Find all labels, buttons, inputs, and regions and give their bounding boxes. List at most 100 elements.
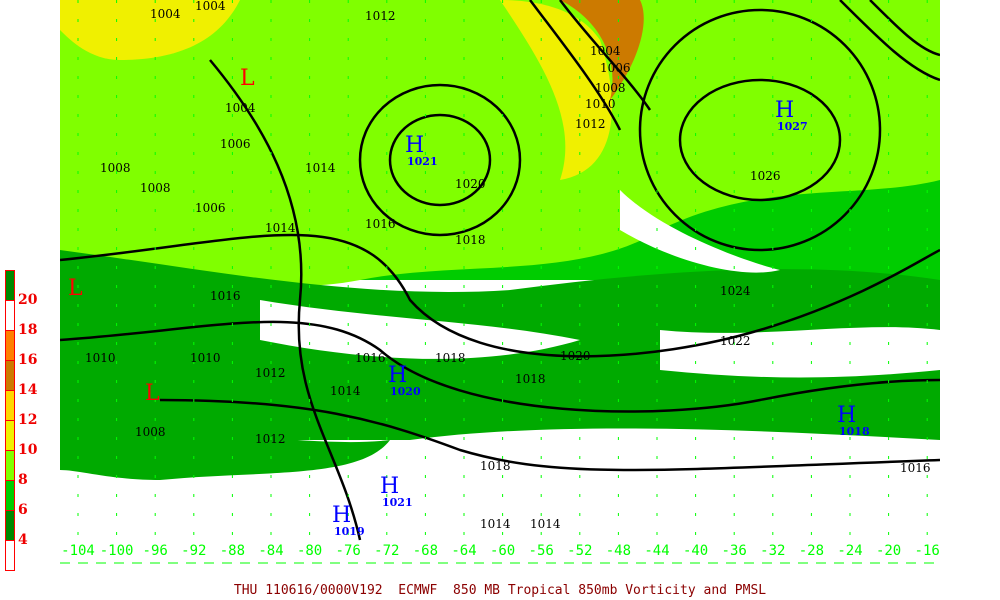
longitude-label: -80 (297, 543, 322, 559)
pressure-contour-label: 1014 (305, 161, 336, 175)
pressure-contour-label: 1008 (595, 81, 626, 95)
longitude-label: -56 (529, 543, 554, 559)
colorbar-label: 10 (18, 442, 38, 458)
colorbar-segment (5, 360, 15, 391)
longitude-label: -40 (683, 543, 708, 559)
pressure-contour-label: 1020 (455, 177, 486, 191)
pressure-contour-label: 1014 (265, 221, 296, 235)
pressure-contour-label: 1018 (480, 459, 511, 473)
pressure-contour-label: 1026 (750, 169, 781, 183)
longitude-label: -96 (143, 543, 168, 559)
pressure-contour-label: 1024 (720, 284, 751, 298)
high-pressure-center: H (380, 474, 399, 499)
high-pressure-value: 1018 (839, 425, 870, 438)
pressure-contour-label: 1010 (585, 97, 616, 111)
longitude-label: -48 (606, 543, 631, 559)
pressure-contour-label: 1004 (590, 44, 621, 58)
pressure-contour-label: 1008 (135, 425, 166, 439)
high-pressure-value: 1021 (407, 155, 438, 168)
colorbar-segment (5, 330, 15, 361)
colorbar-label: 4 (18, 532, 28, 548)
longitude-axis: -104 -100 -96 -92 -88 -84 -80 -76 -72 -68 -64 -60 -5… (60, 0, 940, 564)
longitude-label: -64 (451, 543, 476, 559)
pressure-contour-label: 1004 (150, 7, 181, 21)
pressure-contour-label: 1006 (220, 137, 251, 151)
pressure-contour-label: 1010 (190, 351, 221, 365)
pressure-contour-label: 1008 (100, 161, 131, 175)
pressure-contour-label: 1012 (575, 117, 606, 131)
pressure-contour-label: 1004 (195, 0, 226, 13)
high-pressure-value: 1021 (382, 496, 413, 509)
high-pressure-center: H (332, 503, 351, 528)
high-pressure-value: 1027 (777, 120, 808, 133)
high-pressure-center: H (775, 98, 794, 123)
pressure-contour-label: 1016 (900, 461, 931, 475)
longitude-label: -88 (220, 543, 245, 559)
colorbar-segment (5, 450, 15, 481)
longitude-label: -84 (258, 543, 283, 559)
longitude-label: -104 (61, 543, 95, 559)
pressure-contour-label: 1020 (560, 349, 591, 363)
longitude-label: -16 (915, 543, 940, 559)
pressure-contour-label: 1006 (195, 201, 226, 215)
pressure-labels: 1004 1004 1006 1008 1008 1006 1004 1012 1014 1014… (85, 0, 931, 531)
colorbar-segment (5, 390, 15, 421)
pressure-contour-label: 1018 (435, 351, 466, 365)
longitude-label: -92 (181, 543, 206, 559)
low-pressure-center: L (240, 66, 255, 91)
longitude-label: -76 (336, 543, 361, 559)
pressure-contour-label: 1014 (480, 517, 511, 531)
colorbar-segment (5, 420, 15, 451)
pressure-contour-label: 1016 (210, 289, 241, 303)
longitude-label: -28 (799, 543, 824, 559)
longitude-label: -32 (760, 543, 785, 559)
high-pressure-center: H (837, 403, 856, 428)
longitude-label: -68 (413, 543, 438, 559)
pressure-contour-label: 1012 (255, 432, 286, 446)
pressure-contour-label: 1014 (530, 517, 561, 531)
map-title: THU 110616/0000V192 ECMWF 850 MB Tropica… (233, 583, 767, 598)
pressure-contour-label: 1012 (365, 9, 396, 23)
pressure-contour-label: 1018 (515, 372, 546, 386)
colorbar-segment (5, 300, 15, 331)
longitude-label: -60 (490, 543, 515, 559)
pressure-contour-label: 1018 (455, 233, 486, 247)
colorbar-label: 8 (18, 472, 28, 488)
pressure-contour-label: 1016 (355, 351, 386, 365)
high-pressure-center: H (405, 133, 424, 158)
pmsl-contour-layer (60, 0, 940, 541)
colorbar-segment (5, 540, 15, 571)
longitude-label: -44 (644, 543, 669, 559)
pressure-contour-label: 1012 (255, 366, 286, 380)
colorbar-segment (5, 270, 15, 301)
longitude-label: -24 (837, 543, 862, 559)
high-pressure-value: 1019 (334, 525, 365, 538)
high-pressure-value: 1020 (390, 385, 421, 398)
low-pressure-center: L (68, 276, 83, 301)
pressure-contour-label: 1008 (140, 181, 171, 195)
longitude-label: -72 (374, 543, 399, 559)
vorticity-pmsl-map: -104 -100 -96 -92 -88 -84 -80 -76 -72 -68 -64 -60 -5… (60, 0, 940, 565)
low-pressure-center: L (145, 381, 160, 406)
high-pressure-center: H (388, 363, 407, 388)
colorbar-segment (5, 510, 15, 541)
colorbar-label: 14 (18, 382, 38, 398)
pressure-contour-label: 1004 (225, 101, 256, 115)
pressure-contour-label: 1010 (85, 351, 116, 365)
pressure-contour-label: 1006 (600, 61, 631, 75)
colorbar-label: 20 (18, 292, 38, 308)
colorbar-label: 18 (18, 322, 38, 338)
longitude-label: -36 (722, 543, 747, 559)
pressure-contour-label: 1022 (720, 334, 751, 348)
longitude-label: -20 (876, 543, 901, 559)
longitude-label: -100 (100, 543, 134, 559)
pressure-contour-label: 1016 (365, 217, 396, 231)
longitude-label: -52 (567, 543, 592, 559)
colorbar-label: 16 (18, 352, 38, 368)
colorbar-label: 6 (18, 502, 28, 518)
vorticity-colorbar: 4 6 8 10 12 14 16 18 20 (5, 270, 65, 571)
colorbar-segment (5, 480, 15, 511)
vorticity-fill-layer (60, 0, 940, 565)
